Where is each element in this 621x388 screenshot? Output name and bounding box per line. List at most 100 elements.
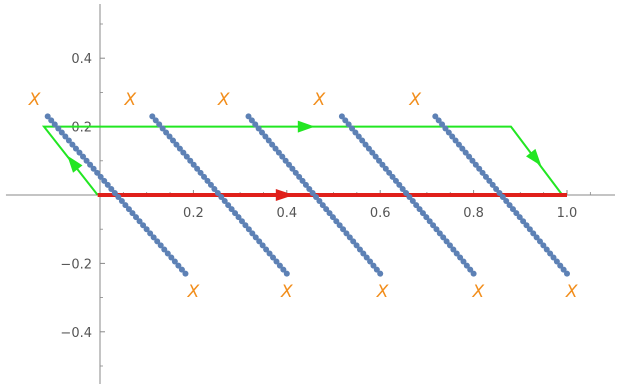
data-point [435,117,442,124]
data-point [363,254,370,261]
data-point [356,246,363,253]
data-point [221,198,228,205]
data-point [302,181,309,188]
data-point [228,206,235,213]
data-point [275,149,282,156]
data-point [115,194,122,201]
data-point [423,214,430,221]
x-mark-label: X [376,282,389,302]
y-tick-label: −0.4 [60,326,92,341]
data-point [446,242,453,249]
data-point [550,254,557,261]
data-point [48,117,55,124]
data-point [72,145,79,152]
x-mark-label: X [28,90,41,110]
data-point [476,165,483,172]
x-mark-label: X [408,90,421,110]
data-point [340,226,347,233]
data-point [242,222,249,229]
data-point [466,153,473,160]
data-point [232,210,239,217]
data-point [346,234,353,241]
data-point [323,206,330,213]
data-point [51,121,58,128]
data-point [118,198,125,205]
data-point [452,137,459,144]
data-point [225,202,232,209]
data-point [543,246,550,253]
data-point [350,238,357,245]
data-point [413,202,420,209]
data-point [455,141,462,148]
data-point [178,266,185,273]
data-point [255,125,262,132]
data-point [262,133,269,140]
data-point [156,121,163,128]
data-point [503,198,510,205]
data-point [526,226,533,233]
data-point [336,222,343,229]
data-point [479,169,486,176]
y-tick-label: −0.2 [60,257,92,272]
green-arrowhead [297,120,315,133]
x-tick-label: 0.8 [463,206,484,221]
data-point [319,202,326,209]
x-mark-label: X [217,90,230,110]
data-point [536,238,543,245]
data-point [182,270,189,277]
data-point [276,262,283,269]
data-point [450,246,457,253]
data-point [76,149,83,156]
data-point [263,246,270,253]
data-point [183,153,190,160]
data-point [279,153,286,160]
data-point [316,198,323,205]
data-point [419,210,426,217]
data-point [377,270,384,277]
data-point [540,242,547,249]
data-point [292,169,299,176]
data-point [249,230,256,237]
x-tick-label: 0.6 [370,206,391,221]
x-mark-label: X [124,90,137,110]
data-point [252,121,259,128]
data-point [248,117,255,124]
x-mark-label: X [565,282,578,302]
data-point [62,133,69,140]
data-point [439,121,446,128]
x-tick-label: 0.2 [183,206,204,221]
data-point [150,234,157,241]
data-point [460,258,467,265]
data-point [266,250,273,257]
data-point [362,141,369,148]
red-arrowhead [275,189,294,201]
y-tick-label: 0.2 [71,121,92,136]
data-point [372,153,379,160]
data-point [496,189,503,196]
data-point [472,161,479,168]
data-point [259,129,266,136]
data-point [154,238,161,245]
data-point [163,129,170,136]
data-point [329,214,336,221]
data-point [360,250,367,257]
data-point [306,185,313,192]
data-point [83,157,90,164]
data-point [164,250,171,257]
data-point [122,202,129,209]
data-point [80,153,87,160]
data-point [245,113,252,120]
data-point [282,157,289,164]
data-point [180,149,187,156]
data-point [204,177,211,184]
data-point [352,129,359,136]
data-point [403,189,410,196]
data-point [252,234,259,241]
data-point [370,262,377,269]
data-point [493,185,500,192]
x-mark-label: X [187,282,200,302]
data-point [283,270,290,277]
data-point [436,230,443,237]
data-point [430,222,437,229]
